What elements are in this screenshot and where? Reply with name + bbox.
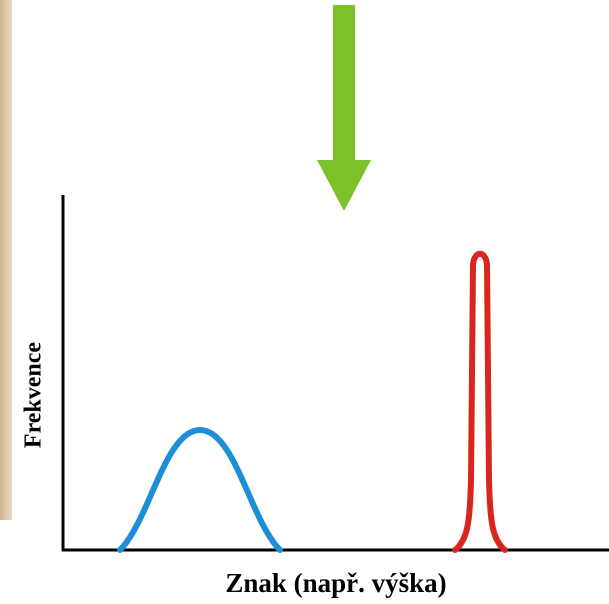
blue-curve bbox=[117, 426, 283, 553]
arrow-head bbox=[317, 160, 371, 211]
arrow bbox=[317, 5, 371, 211]
background-strip bbox=[0, 0, 12, 520]
arrow-shaft bbox=[333, 5, 355, 162]
x-axis-label: Znak (např. výška) bbox=[225, 568, 446, 598]
y-axis-label: Frekvence bbox=[21, 342, 47, 449]
red-curve bbox=[452, 250, 508, 553]
